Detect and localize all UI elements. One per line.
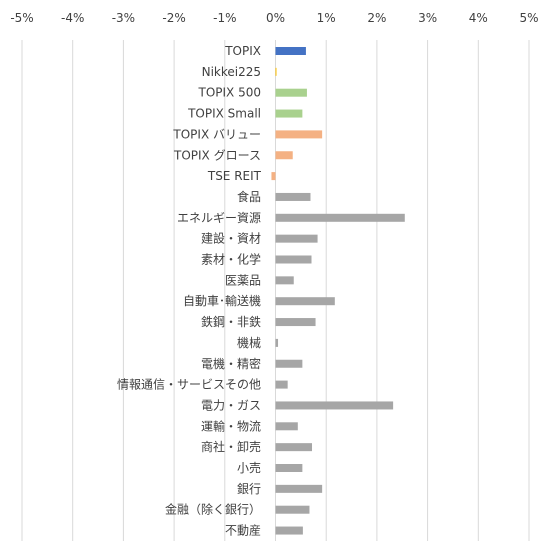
category-label: TOPIX Small — [187, 107, 261, 121]
category-label: 機械 — [237, 335, 261, 350]
bar — [271, 172, 276, 181]
category-label: Nikkei225 — [202, 65, 261, 79]
x-tick-label: -4% — [61, 11, 84, 25]
x-tick-label: 3% — [418, 11, 437, 25]
category-label: 電機・精密 — [201, 356, 261, 371]
category-label: TOPIX グロース — [173, 148, 261, 162]
bar — [275, 213, 405, 222]
category-label: 電力・ガス — [201, 398, 261, 412]
x-tick-label: -3% — [112, 11, 135, 25]
bar — [275, 484, 323, 493]
bar — [275, 443, 313, 452]
bar — [275, 297, 335, 306]
bar — [275, 47, 306, 55]
category-label: TOPIX — [224, 44, 261, 58]
bars — [271, 47, 405, 535]
category-label: 銀行 — [237, 482, 261, 496]
category-label: 商社・卸売 — [201, 439, 261, 454]
category-label: 食品 — [237, 189, 261, 204]
bar — [275, 505, 310, 514]
category-label: エネルギー資源 — [177, 211, 261, 225]
bar — [275, 422, 298, 431]
bar — [275, 401, 394, 410]
bar — [275, 464, 303, 472]
category-label: 情報通信・サービスその他 — [117, 378, 261, 392]
bar — [275, 338, 279, 347]
category-labels: TOPIX Nikkei225 TOPIX 500 TOPIX Small TOPIX … — [117, 44, 262, 538]
category-label: TOPIX 500 — [198, 86, 262, 100]
category-label: TSE REIT — [207, 169, 262, 183]
category-label: TOPIX バリュー — [172, 127, 261, 141]
bar — [275, 526, 303, 535]
x-tick-label: 2% — [367, 11, 386, 25]
category-label: 建設・資材 — [201, 231, 261, 246]
x-tick-label: 4% — [469, 11, 488, 25]
category-label: 医薬品 — [225, 273, 261, 287]
bar — [275, 109, 303, 118]
category-label: 鉄鋼・非鉄 — [201, 314, 261, 329]
bar — [275, 151, 293, 160]
category-label: 自動車･輸送機 — [183, 293, 261, 308]
category-label: 金融（除く銀行） — [165, 502, 261, 517]
x-axis-tick-labels: -5% -4% -3% -2% -1% 0% 1% 2% 3% 4% 5% — [10, 11, 538, 25]
x-tick-label: 5% — [519, 11, 538, 25]
category-label: 素材・化学 — [201, 252, 261, 267]
bar — [275, 380, 288, 389]
bar — [275, 255, 312, 264]
x-tick-label: 1% — [317, 11, 336, 25]
x-tick-label: -1% — [213, 11, 236, 25]
category-label: 運輸・物流 — [201, 418, 261, 433]
x-tick-label: -2% — [162, 11, 185, 25]
category-label: 小売 — [237, 460, 261, 475]
bar — [275, 67, 277, 76]
bar — [275, 88, 307, 97]
gridlines — [21, 40, 530, 541]
bar — [275, 234, 318, 243]
bar — [275, 359, 303, 368]
bar — [275, 276, 294, 285]
bar — [275, 130, 323, 139]
x-tick-label: -5% — [10, 11, 33, 25]
bar — [275, 318, 316, 327]
x-tick-label: 0% — [266, 11, 285, 25]
category-label: 不動産 — [225, 523, 261, 538]
bar — [275, 192, 311, 201]
